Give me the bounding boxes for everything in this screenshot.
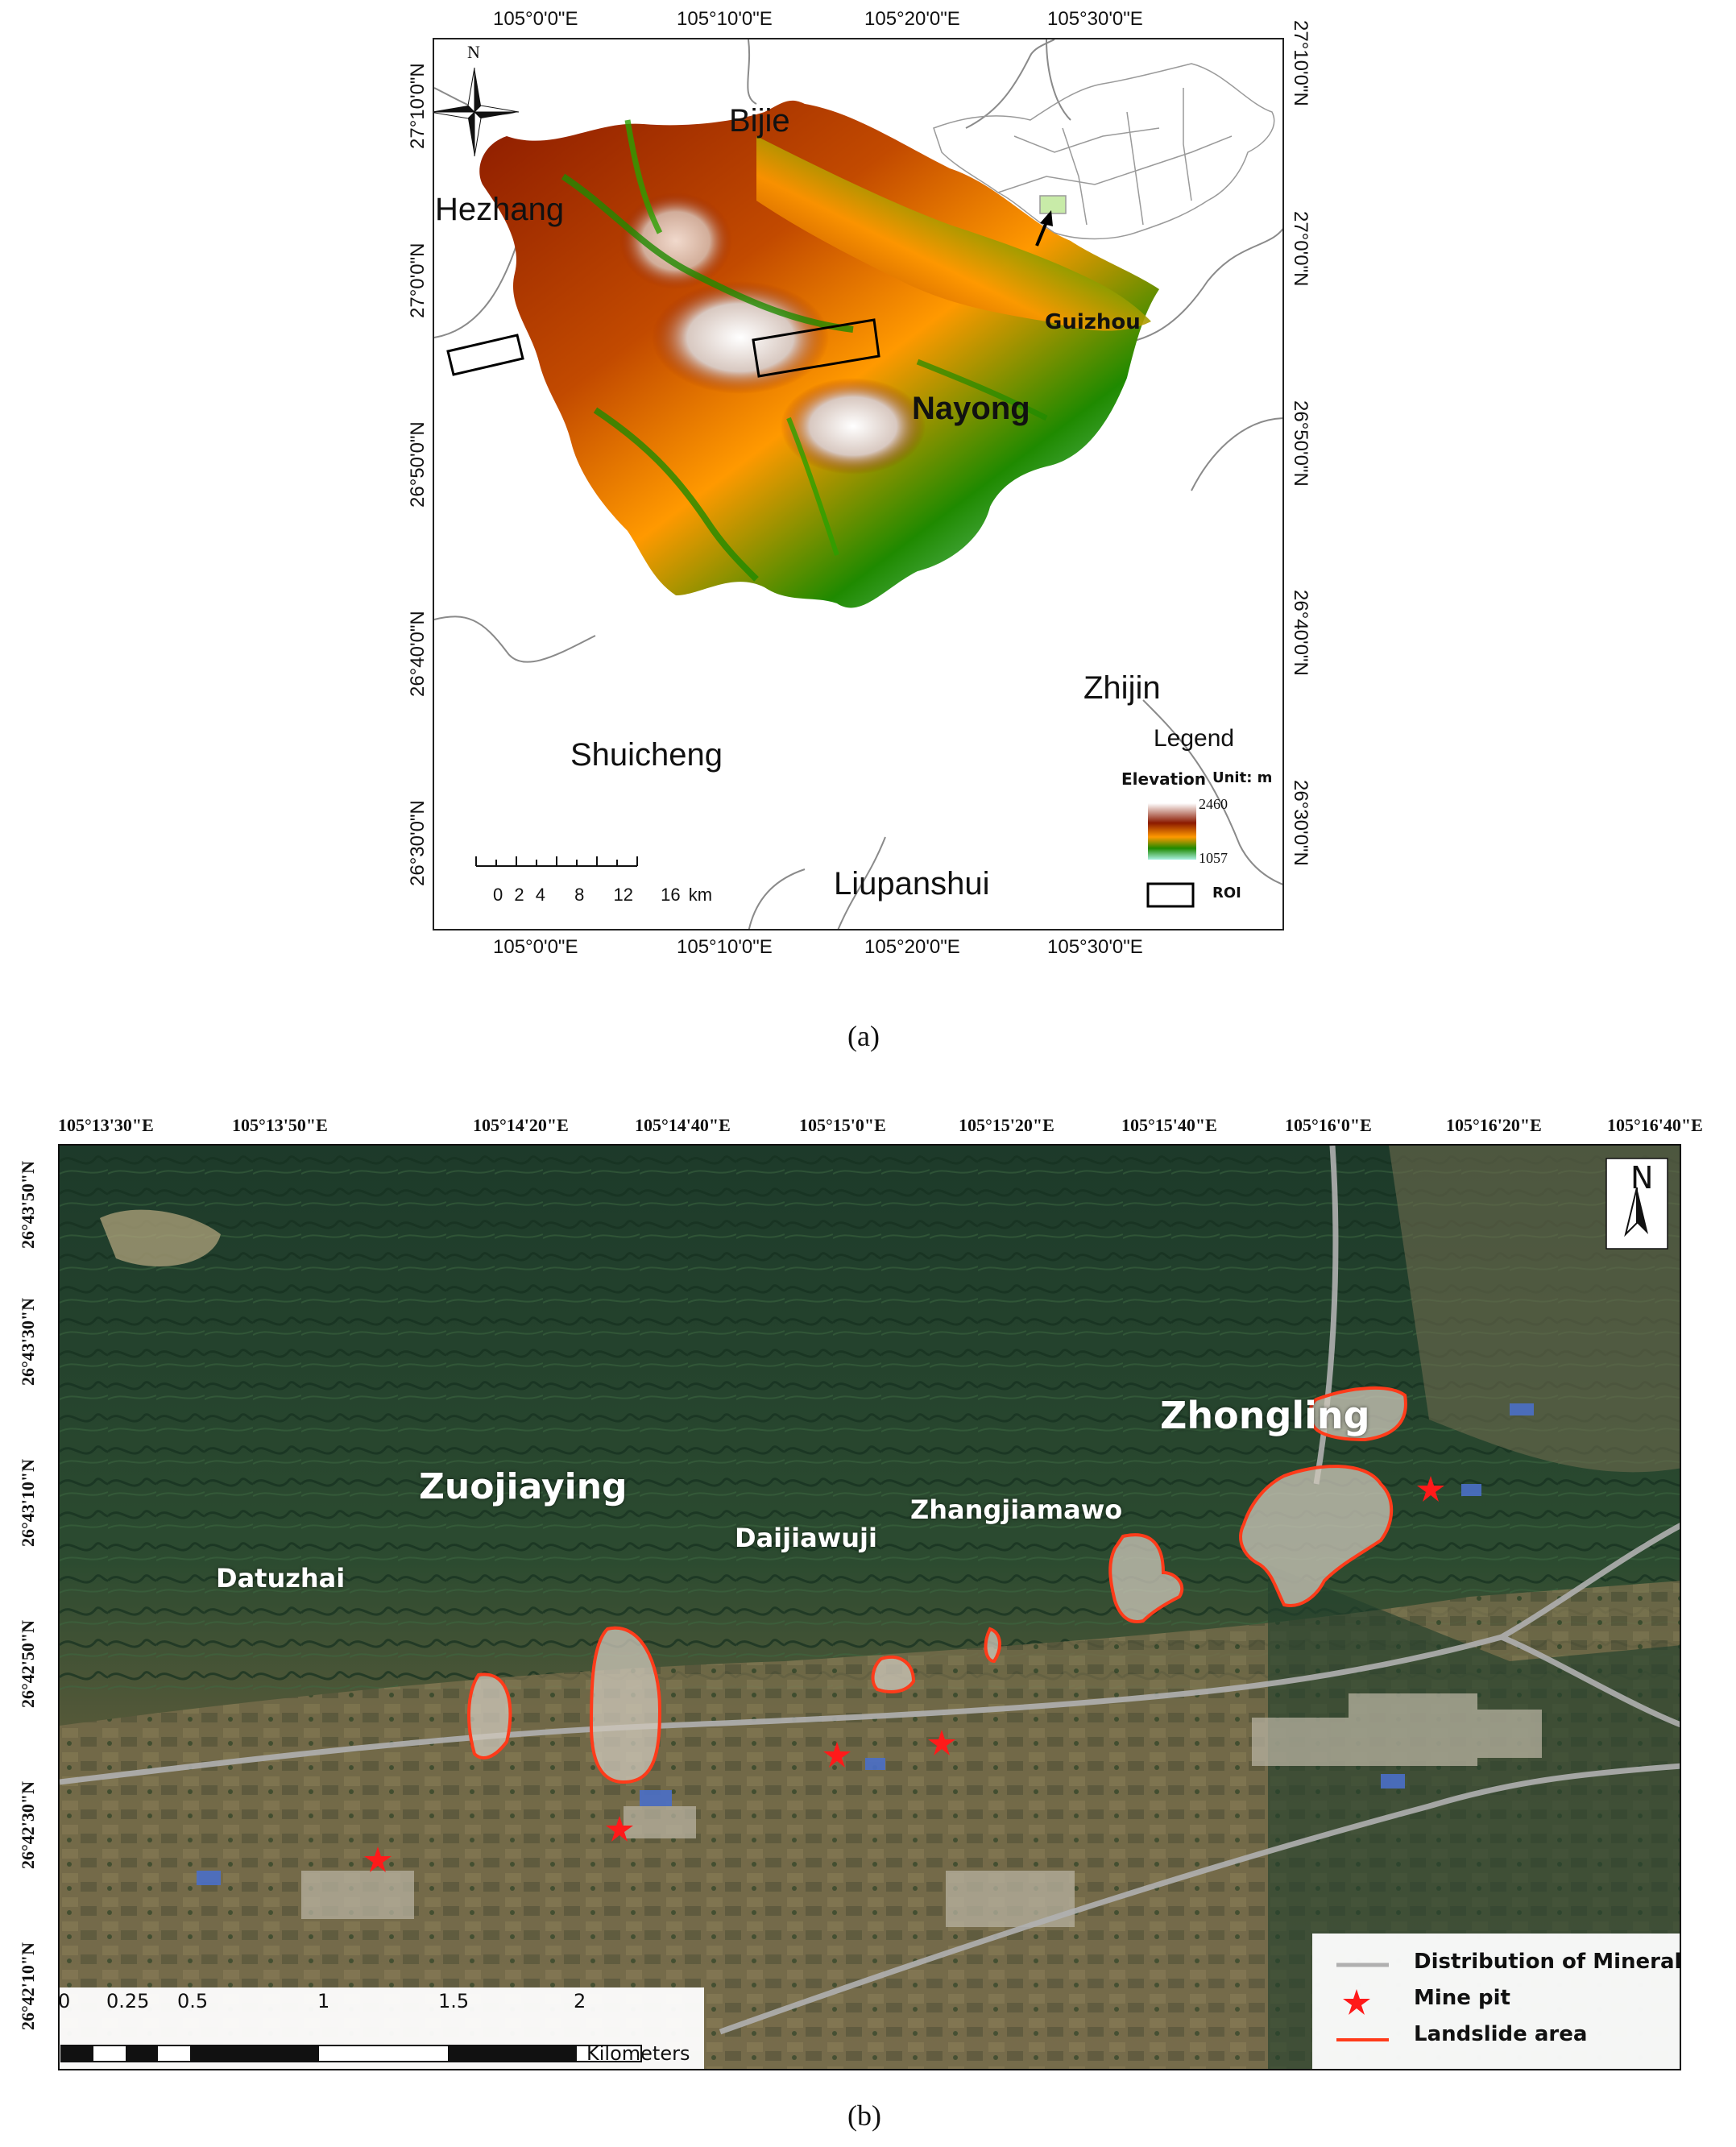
place-liupanshui: Liupanshui	[834, 866, 990, 901]
b-lon-2: 105°13'50"E	[232, 1115, 328, 1135]
map-frame-a	[433, 38, 1284, 931]
legend-title-a: Legend	[1154, 725, 1235, 752]
b-lon-9: 105°16'20"E	[1446, 1115, 1542, 1135]
roi-rectangle	[446, 334, 524, 376]
china-inset-map	[933, 63, 1275, 240]
legend-roi-label: ROI	[1212, 885, 1241, 901]
panel-b: 105°13'30"E 105°13'50"E 105°14'20"E 105°…	[0, 1096, 1736, 2147]
roi-overlay	[752, 318, 880, 378]
lat-label-left-5: 26°30'0"N	[407, 800, 429, 886]
b-scale-tick-2: 2	[574, 1990, 586, 2012]
north-letter-b: N	[1630, 1160, 1654, 1196]
b-lon-4: 105°14'40"E	[635, 1115, 731, 1135]
scale-bar-b	[60, 1987, 704, 2069]
sat-place-zuojiaying: Zuojiaying	[419, 1466, 628, 1507]
b-lon-6: 105°15'20"E	[959, 1115, 1054, 1135]
lat-label-left-1: 27°10'0"N	[407, 63, 429, 149]
b-lon-10: 105°16'40"E	[1607, 1115, 1703, 1135]
legend-max: 2460	[1199, 796, 1228, 812]
b-lon-3: 105°14'20"E	[473, 1115, 569, 1135]
lon-label-bottom-3: 105°20'0"E	[864, 936, 960, 958]
lon-label-bottom-4: 105°30'0"E	[1047, 936, 1143, 958]
scale-tick-12: 12	[613, 885, 633, 905]
b-scale-tick-025: 0.25	[106, 1990, 150, 2012]
caption-b: (b)	[847, 2099, 881, 2132]
lat-label-right-4: 26°40'0"N	[1290, 590, 1311, 676]
scale-ticks-b: 0 0.25 0.5 1 1.5 2	[58, 1990, 783, 2022]
sat-place-datuzhai: Datuzhai	[216, 1563, 346, 1594]
b-lon-8: 105°16'0"E	[1285, 1115, 1372, 1135]
b-scale-tick-15: 1.5	[438, 1990, 470, 2012]
panel-a: 105°0'0"E 105°10'0"E 105°20'0"E 105°30'0…	[0, 0, 1736, 1063]
b-scale-tick-1: 1	[317, 1990, 330, 2012]
b-lon-5: 105°15'0"E	[799, 1115, 886, 1135]
landslide-areas	[467, 1386, 1407, 1784]
dem-region	[479, 100, 1159, 608]
scale-tick-16: 16	[661, 885, 681, 905]
legend-box-b	[1312, 1934, 1680, 2069]
place-nayong: Nayong	[912, 391, 1030, 426]
scale-tick-2: 2	[514, 885, 524, 905]
b-lat-5: 26°42'30"N	[18, 1780, 38, 1869]
north-arrow-b	[1605, 1158, 1668, 1250]
lon-label-top-3: 105°20'0"E	[864, 8, 960, 30]
legend-elevation-label: Elevation	[1121, 769, 1207, 789]
satellite-frame	[58, 1144, 1681, 2070]
lat-label-right-3: 26°50'0"N	[1290, 400, 1311, 487]
place-zhijin: Zhijin	[1083, 670, 1161, 706]
legend-landslide: Landslide area	[1414, 2022, 1588, 2046]
b-lon-1: 105°13'30"E	[58, 1115, 154, 1135]
legend-mine-pit: Mine pit	[1414, 1986, 1510, 2010]
lon-label-top-1: 105°0'0"E	[493, 8, 578, 30]
lon-label-top-2: 105°10'0"E	[677, 8, 773, 30]
b-lat-2: 26°43'30"N	[18, 1297, 38, 1386]
north-arrow-a	[434, 67, 520, 157]
b-lat-4: 26°42'50"N	[18, 1619, 38, 1708]
blue-roofs	[197, 1403, 1534, 1885]
inset-label-guizhou: Guizhou	[1045, 310, 1141, 334]
north-letter-a: N	[467, 42, 480, 62]
scale-tick-8: 8	[574, 885, 585, 905]
lat-label-right-1: 27°10'0"N	[1290, 20, 1311, 106]
b-scale-tick-0: 0	[58, 1990, 71, 2012]
scale-unit-b: Kilometers	[586, 2042, 690, 2065]
lat-label-right-5: 26°30'0"N	[1290, 780, 1311, 866]
scale-unit-a: km	[688, 885, 713, 905]
b-lat-1: 26°43'50"N	[18, 1160, 38, 1249]
place-bijie: Bijie	[729, 103, 790, 139]
b-lat-3: 26°43'10"N	[18, 1458, 38, 1547]
lat-label-left-4: 26°40'0"N	[407, 611, 429, 697]
roi-legend-box	[1146, 882, 1195, 908]
legend-unit-label: Unit: m	[1212, 769, 1273, 786]
place-hezhang: Hezhang	[435, 192, 565, 227]
lat-label-right-2: 27°0'0"N	[1290, 211, 1311, 287]
sat-place-zhangjiamawo: Zhangjiamawo	[910, 1494, 1123, 1525]
scale-tick-0: 0	[493, 885, 503, 905]
lon-label-top-4: 105°30'0"E	[1047, 8, 1143, 30]
scale-tick-4: 4	[535, 885, 545, 905]
b-lon-7: 105°15'40"E	[1121, 1115, 1217, 1135]
place-shuicheng: Shuicheng	[570, 737, 723, 773]
mine-pits	[364, 1476, 1444, 1872]
mineral-lines	[60, 1146, 1680, 2035]
lat-label-left-2: 27°0'0"N	[407, 242, 429, 318]
b-scale-tick-05: 0.5	[177, 1990, 209, 2012]
sat-place-zhongling: Zhongling	[1160, 1394, 1370, 1437]
scale-bar-a	[475, 856, 638, 867]
satellite-svg	[60, 1146, 1680, 2069]
guizhou-pointer-arrowhead	[1040, 210, 1053, 226]
b-lat-6: 26°42'10"N	[18, 1942, 38, 2030]
caption-a: (a)	[847, 1020, 880, 1052]
lat-label-left-3: 26°50'0"N	[407, 421, 429, 508]
sat-place-daijiawuji: Daijiawuji	[735, 1523, 877, 1553]
scale-ticks-a: 0 2 4 8 12 16 km	[493, 885, 712, 906]
lon-label-bottom-1: 105°0'0"E	[493, 936, 578, 958]
legend-min: 1057	[1199, 850, 1228, 866]
elevation-ramp	[1148, 803, 1196, 860]
lon-label-bottom-2: 105°10'0"E	[677, 936, 773, 958]
map-a-svg	[434, 39, 1282, 929]
legend-mineral: Distribution of Mineral	[1414, 1950, 1682, 1974]
